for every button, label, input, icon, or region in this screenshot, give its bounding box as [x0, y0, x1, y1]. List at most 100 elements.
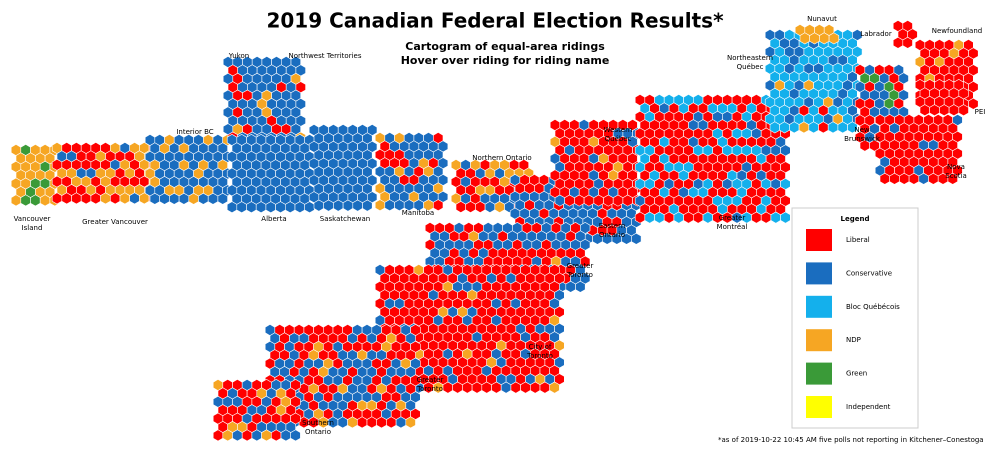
riding-hex	[366, 416, 378, 429]
riding-hex	[554, 194, 566, 207]
riding-hex	[232, 429, 243, 442]
region-label: Greater	[417, 376, 444, 384]
region-label: New	[854, 126, 870, 134]
region-label: Yukon	[228, 52, 249, 60]
riding-hex	[222, 429, 233, 442]
riding-hex	[574, 194, 585, 207]
riding-hex	[241, 429, 253, 442]
legend-swatch	[806, 362, 832, 385]
riding-hex	[342, 199, 354, 212]
riding-hex	[251, 429, 262, 442]
riding-hex	[119, 192, 130, 205]
riding-hex	[30, 194, 41, 207]
riding-hex	[280, 429, 292, 442]
region-label: Saskatchewan	[320, 215, 370, 223]
riding-hex	[255, 201, 267, 214]
riding-hex	[799, 32, 811, 45]
riding-hex	[217, 192, 228, 205]
legend-title: Legend	[841, 215, 870, 223]
riding-hex	[673, 211, 684, 224]
region-label: Brunswick	[844, 135, 881, 143]
riding-hex	[947, 172, 958, 185]
legend-label: Green	[846, 370, 867, 378]
legend-label: Independent	[846, 403, 891, 411]
riding-hex	[352, 199, 363, 212]
riding-hex	[10, 194, 22, 207]
riding-hex	[265, 201, 276, 214]
region-label: Greater	[719, 214, 746, 222]
riding-hex	[683, 211, 694, 224]
riding-hex	[290, 429, 301, 442]
riding-hex	[539, 381, 551, 394]
riding-hex	[663, 211, 675, 224]
riding-hex	[692, 211, 704, 224]
riding-hex	[484, 201, 496, 213]
riding-hex	[337, 416, 348, 429]
subtitle: Cartogram of equal-area ridings	[405, 40, 605, 53]
region-label: PEI	[975, 108, 986, 116]
region-label: Island	[22, 224, 43, 232]
ridings	[10, 20, 979, 442]
riding-hex	[779, 121, 790, 134]
region-label: Newfoundland	[932, 27, 982, 35]
riding-hex	[395, 416, 407, 429]
riding-hex	[892, 36, 904, 49]
riding-hex	[631, 232, 642, 245]
riding-hex	[356, 416, 368, 429]
riding-hex	[236, 201, 247, 214]
region-label: Eastern	[599, 222, 626, 230]
riding-hex	[207, 192, 219, 205]
riding-hex	[798, 121, 810, 134]
riding-hex	[837, 121, 848, 134]
riding-hex	[789, 121, 800, 134]
riding-hex	[376, 416, 387, 429]
riding-hex	[929, 104, 940, 117]
riding-hex	[809, 32, 820, 45]
riding-hex	[481, 381, 492, 394]
region-label: Scotia	[945, 172, 967, 180]
region-label: Toronto	[566, 271, 593, 279]
riding-hex	[452, 381, 463, 394]
riding-hex	[39, 194, 51, 207]
riding-hex	[333, 199, 344, 212]
riding-hex	[212, 429, 224, 442]
riding-hex	[465, 201, 476, 213]
riding-hex	[304, 201, 315, 214]
region-label: Interior BC	[176, 128, 213, 136]
riding-hex	[20, 194, 31, 207]
legend-label: Conservative	[846, 269, 892, 277]
riding-hex	[80, 192, 92, 205]
subtitle: Hover over riding for riding name	[401, 54, 610, 67]
riding-hex	[198, 192, 209, 205]
region-label: Québec	[605, 135, 632, 143]
region-label: Toronto	[526, 352, 553, 360]
riding-hex	[918, 172, 929, 185]
riding-hex	[564, 194, 575, 207]
riding-hex	[529, 381, 541, 394]
legend-swatch	[806, 262, 832, 285]
riding-hex	[780, 211, 791, 224]
riding-hex	[899, 172, 910, 185]
riding-hex	[908, 172, 920, 185]
riding-hex	[769, 121, 781, 134]
legend-swatch	[806, 396, 832, 418]
riding-hex	[958, 104, 969, 117]
riding-hex	[889, 172, 900, 185]
region-label: Western	[604, 126, 633, 134]
riding-hex	[928, 172, 939, 185]
riding-hex	[510, 381, 521, 394]
riding-hex	[362, 199, 373, 212]
riding-hex	[818, 121, 829, 134]
riding-hex	[948, 104, 960, 117]
riding-hex	[188, 192, 199, 205]
region-label: Toronto	[416, 385, 443, 393]
region-label: Montréal	[717, 223, 748, 231]
region-label: Québec	[737, 63, 764, 71]
riding-hex	[275, 201, 286, 214]
riding-hex	[313, 199, 325, 212]
riding-hex	[549, 381, 560, 394]
riding-hex	[583, 194, 595, 207]
riding-hex	[471, 381, 483, 394]
region-label: Northwest Territories	[288, 52, 361, 60]
